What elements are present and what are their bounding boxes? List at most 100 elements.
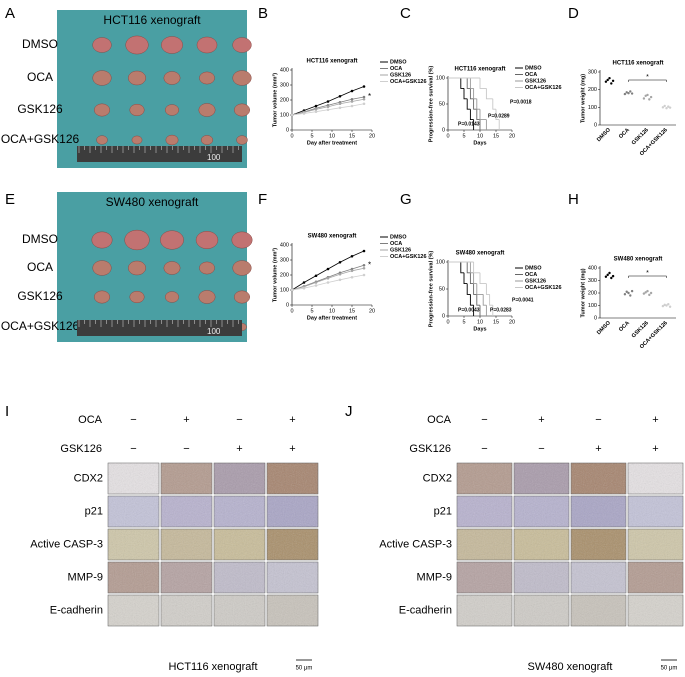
data-point (362, 273, 366, 277)
ihc-texture (514, 595, 569, 626)
data-point (629, 90, 632, 93)
y-tick-label: 100 (588, 105, 597, 111)
chart-title: HCT116 xenograft (612, 61, 663, 67)
data-point (338, 94, 342, 98)
data-point (350, 269, 354, 273)
ihc-texture (514, 562, 569, 593)
data-point (649, 95, 653, 99)
significance: * (646, 74, 649, 81)
category-label: DMSO (596, 320, 612, 336)
y-tick-label: 0 (594, 315, 597, 321)
ihc-texture (108, 562, 159, 593)
tumor (128, 260, 146, 276)
data-point (314, 110, 318, 113)
data-point (665, 107, 668, 110)
tumor (232, 70, 252, 86)
y-tick-label: 50 (439, 101, 445, 107)
survival-step (473, 98, 477, 110)
tumor (92, 260, 112, 276)
treatment-sign: + (289, 443, 295, 455)
survival-step (492, 98, 496, 110)
category-label: OCA (618, 127, 631, 140)
survival-step (482, 294, 487, 306)
data-point (663, 303, 666, 307)
survival-step (469, 78, 474, 89)
tumor (128, 70, 146, 86)
p-value: P=0.0283 (490, 307, 512, 313)
treatment-sign: + (236, 443, 242, 455)
data-point (338, 272, 342, 276)
data-point (314, 108, 318, 111)
p-value: P=0.0018 (510, 99, 532, 105)
y-tick-label: 100 (436, 259, 445, 265)
ihc-texture (161, 496, 212, 527)
panel-caption: HCT116 xenograft (168, 661, 257, 673)
ihc-texture (267, 463, 318, 494)
data-point (350, 100, 354, 103)
y-tick-label: 200 (588, 87, 597, 93)
survival-step (476, 294, 480, 306)
x-tick-label: 5 (462, 133, 465, 139)
marker-label: Active CASP-3 (30, 538, 103, 550)
tumor (198, 103, 216, 117)
treatment-name: OCA (427, 414, 452, 426)
marker-label: CDX2 (74, 472, 103, 484)
ihc-texture (514, 529, 569, 560)
ihc-texture (514, 463, 569, 494)
tumor (164, 104, 180, 116)
y-tick-label: 100 (436, 75, 445, 81)
ihc-texture (214, 562, 265, 593)
ihc-texture (457, 496, 512, 527)
data-point (629, 294, 632, 297)
tumor (196, 36, 218, 54)
tumor (163, 261, 181, 275)
data-point (362, 97, 366, 101)
survival-step (476, 283, 484, 295)
treatment-label: OCA (27, 260, 53, 274)
data-point (625, 290, 628, 293)
survival-step (460, 78, 464, 89)
treatment-label: DMSO (22, 232, 58, 246)
data-point (350, 89, 354, 93)
data-point (630, 289, 634, 293)
data-point (646, 289, 649, 293)
significance-bracket (628, 275, 667, 278)
treatment-sign: − (183, 443, 189, 455)
marker-label: MMP-9 (68, 571, 103, 583)
y-tick-label: 50 (439, 286, 445, 292)
treatment-label: GSK126 (17, 102, 63, 116)
legend-label: OCA+GSK126 (390, 254, 427, 260)
tumor (236, 135, 248, 145)
x-tick-label: 10 (329, 133, 335, 139)
ihc-texture (457, 562, 512, 593)
significance: * (368, 92, 371, 101)
data-point (649, 291, 653, 295)
x-tick-label: 5 (462, 319, 465, 325)
data-point (362, 95, 366, 99)
y-tick-label: 300 (280, 82, 289, 88)
data-point (350, 275, 354, 279)
data-point (646, 93, 649, 97)
treatment-sign: + (183, 414, 189, 426)
data-point (302, 281, 306, 284)
x-tick-label: 5 (310, 308, 313, 314)
legend-label: OCA (390, 66, 402, 72)
treatment-label: DMSO (22, 37, 58, 51)
ihc-texture (628, 496, 683, 527)
x-tick-label: 5 (310, 133, 313, 139)
y-tick-label: 300 (588, 278, 597, 284)
significance: * (646, 270, 649, 277)
ihc-texture (571, 529, 626, 560)
panel-label: F (258, 191, 267, 208)
ihc-texture (571, 595, 626, 626)
x-tick-label: 0 (446, 319, 449, 325)
data-point (642, 292, 646, 295)
treatment-sign: + (595, 443, 601, 455)
survival-step (466, 283, 471, 295)
data-point (362, 102, 366, 106)
treatment-label: OCA+GSK126 (1, 319, 80, 333)
data-point (350, 254, 354, 258)
y-tick-label: 400 (588, 265, 597, 271)
y-tick-label: 400 (280, 67, 289, 73)
